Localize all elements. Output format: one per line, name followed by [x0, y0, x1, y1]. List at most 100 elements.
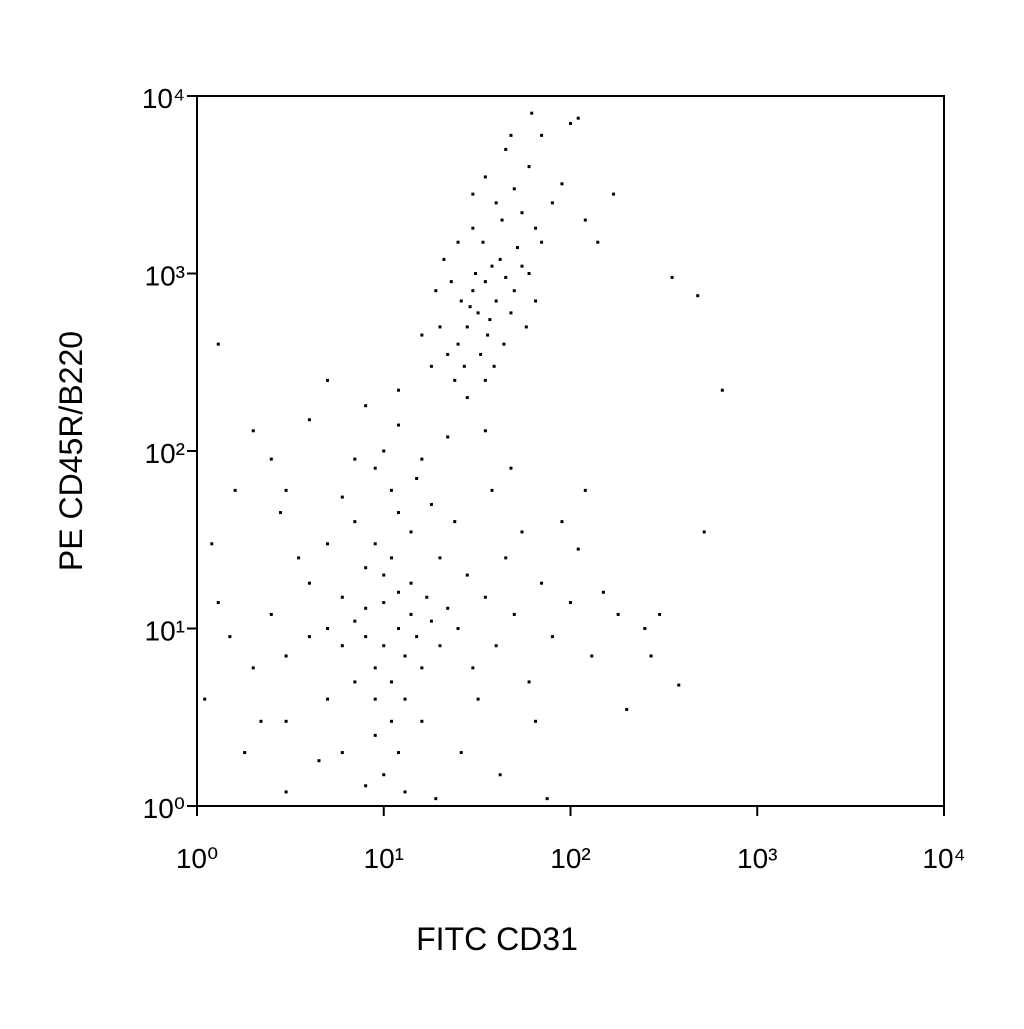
data-point [353, 680, 357, 684]
data-point [527, 165, 531, 169]
data-point [397, 388, 401, 392]
data-point [504, 556, 508, 560]
y-tick-label: 10³ [145, 261, 185, 292]
data-point [569, 121, 572, 125]
data-point [340, 595, 344, 599]
data-point [409, 612, 413, 616]
data-point [307, 635, 311, 639]
data-point [420, 719, 424, 723]
data-point [540, 133, 544, 137]
data-point [520, 211, 524, 215]
data-point [483, 378, 487, 382]
data-point [251, 666, 255, 670]
data-point [720, 388, 724, 392]
data-point [527, 272, 531, 275]
data-point [269, 612, 273, 616]
data-point [649, 654, 653, 658]
data-point [317, 759, 321, 763]
data-point [382, 573, 386, 577]
data-point [442, 257, 446, 261]
data-point [658, 612, 662, 616]
data-point [465, 325, 469, 329]
data-point [494, 201, 498, 205]
data-point [462, 364, 466, 368]
data-point [307, 581, 311, 585]
data-point [590, 654, 594, 658]
data-point [397, 590, 401, 594]
data-point [512, 289, 516, 293]
data-point [459, 299, 463, 303]
data-point [625, 707, 629, 711]
data-point [534, 299, 538, 303]
data-point [397, 423, 401, 427]
data-point [512, 612, 516, 616]
data-point [434, 797, 438, 801]
data-point [409, 530, 413, 534]
data-point [670, 275, 674, 279]
data-point [434, 289, 438, 293]
data-point [429, 502, 433, 506]
data-point [420, 333, 424, 337]
data-point [453, 520, 457, 524]
data-point [583, 218, 587, 222]
data-point [284, 654, 288, 658]
data-point [471, 226, 475, 230]
data-point [702, 530, 706, 534]
data-point [524, 325, 528, 329]
data-point [527, 680, 531, 684]
data-point [353, 520, 357, 524]
y-tick-label: 10⁴ [142, 83, 185, 114]
data-point [233, 488, 237, 492]
data-point [490, 488, 494, 492]
data-point [498, 257, 502, 261]
data-point [483, 429, 487, 433]
data-point [569, 601, 572, 605]
data-point [509, 311, 513, 315]
data-point [216, 342, 220, 346]
data-point [509, 466, 513, 470]
plot-frame [196, 95, 945, 807]
data-point [696, 294, 700, 298]
data-point [560, 182, 564, 186]
data-point [353, 457, 357, 461]
data-point [284, 719, 288, 723]
data-point [534, 719, 538, 723]
data-point [504, 275, 508, 279]
data-point [576, 116, 580, 120]
data-point [326, 378, 330, 382]
data-point [490, 264, 494, 268]
data-point [415, 476, 419, 480]
data-point [340, 751, 344, 755]
data-point [576, 547, 580, 551]
data-point [483, 595, 487, 599]
data-point [520, 530, 524, 534]
data-point [530, 111, 534, 115]
data-point [540, 240, 544, 244]
data-point [429, 364, 433, 368]
data-point [465, 573, 469, 577]
data-point [364, 606, 368, 610]
data-point [612, 192, 616, 196]
data-point [471, 192, 475, 196]
data-point [243, 751, 247, 755]
x-tick-label: 10⁰ [176, 843, 218, 874]
data-point [509, 133, 513, 137]
data-point [420, 457, 424, 461]
data-point [364, 635, 368, 639]
data-point [616, 612, 620, 616]
data-point [492, 364, 496, 368]
data-point [429, 619, 433, 623]
data-point [486, 333, 490, 337]
data-point [297, 556, 301, 560]
data-point [420, 666, 424, 670]
data-point [397, 751, 401, 755]
data-point [216, 601, 220, 605]
data-point [479, 352, 483, 356]
data-point [504, 147, 508, 151]
data-point [643, 627, 647, 630]
data-point [520, 264, 524, 268]
data-point [373, 542, 377, 546]
data-point [545, 797, 549, 801]
data-point [307, 418, 311, 422]
data-point [449, 280, 453, 284]
